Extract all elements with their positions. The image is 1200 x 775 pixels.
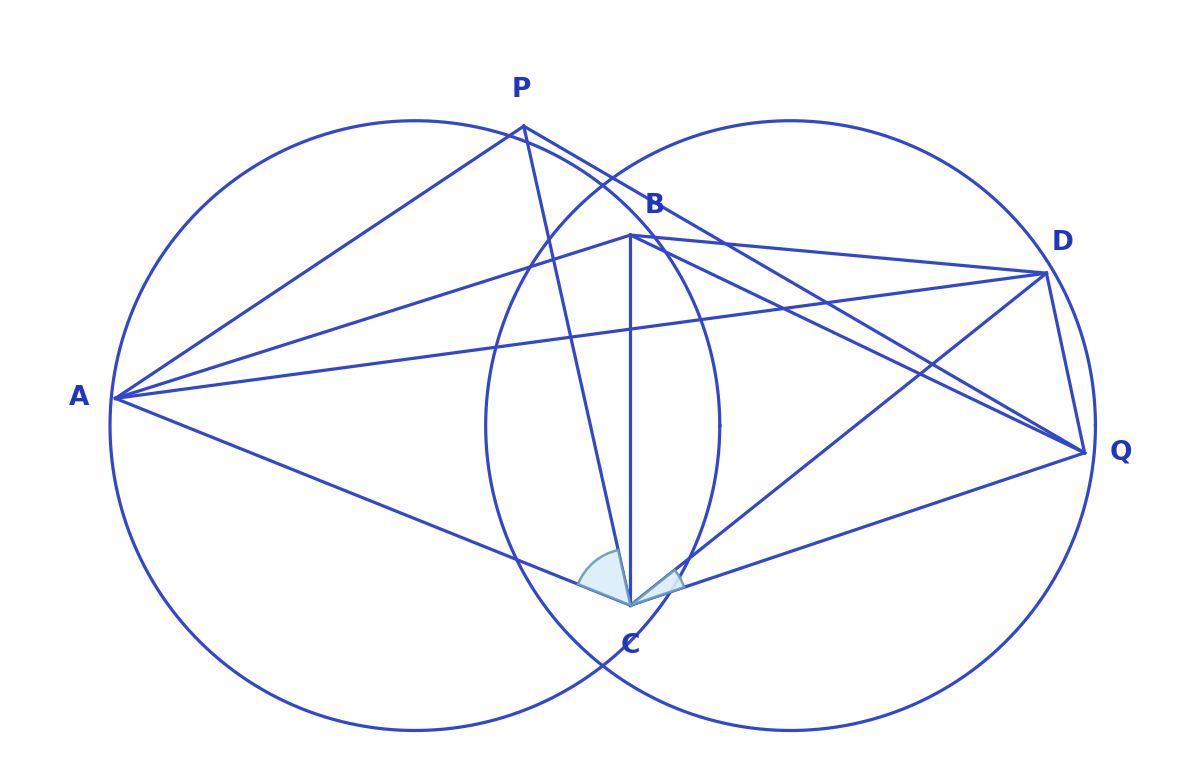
Text: C: C — [620, 632, 640, 659]
Wedge shape — [630, 570, 684, 605]
Text: B: B — [644, 193, 665, 219]
Wedge shape — [578, 550, 630, 605]
Text: P: P — [512, 78, 532, 103]
Text: A: A — [70, 385, 90, 412]
Text: D: D — [1052, 229, 1074, 256]
Text: Q: Q — [1109, 440, 1132, 466]
